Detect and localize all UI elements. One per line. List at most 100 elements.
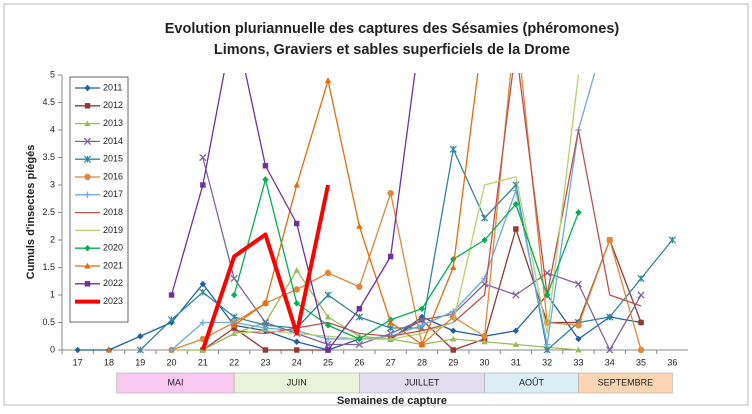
marker — [418, 322, 426, 329]
y-axis-label: Cumuls d'insectes piégés — [25, 145, 37, 280]
marker — [637, 346, 645, 353]
marker — [293, 286, 300, 293]
marker — [450, 327, 457, 334]
x-tick-label: 28 — [417, 357, 427, 367]
marker — [387, 190, 394, 197]
x-tick-label: 33 — [573, 357, 583, 367]
marker — [543, 291, 551, 299]
y-tick-label: 4 — [50, 124, 55, 134]
marker — [230, 274, 238, 283]
marker — [324, 291, 332, 299]
y-tick-label: 3.5 — [42, 152, 55, 162]
legend-label: 2013 — [103, 118, 123, 128]
y-tick-label: 0 — [50, 344, 55, 354]
marker — [606, 346, 614, 353]
x-tick-label: 25 — [323, 357, 333, 367]
marker — [543, 341, 551, 348]
marker — [199, 288, 207, 296]
plot-area — [74, 73, 676, 353]
marker — [262, 163, 269, 169]
marker — [356, 335, 363, 343]
marker — [293, 338, 300, 345]
marker — [105, 346, 113, 353]
marker — [199, 319, 207, 326]
legend-label: 2016 — [103, 171, 123, 181]
marker — [575, 346, 582, 353]
marker — [84, 191, 91, 198]
marker — [606, 313, 614, 321]
x-tick-label: 30 — [480, 357, 490, 367]
marker — [575, 209, 582, 216]
chart-title: Evolution pluriannuelle des captures des… — [165, 21, 620, 37]
marker — [293, 181, 300, 188]
marker — [74, 346, 81, 353]
x-tick-label: 27 — [386, 357, 396, 367]
marker — [230, 313, 238, 321]
marker — [168, 346, 175, 353]
marker — [84, 262, 91, 269]
marker — [387, 253, 394, 260]
marker — [84, 120, 91, 127]
marker — [574, 280, 583, 288]
marker — [84, 84, 91, 92]
marker — [637, 274, 645, 283]
y-tick-label: 2.5 — [42, 207, 55, 217]
marker — [168, 292, 175, 298]
y-tick-label: 4.5 — [42, 97, 55, 107]
period-band — [578, 372, 673, 394]
marker — [262, 300, 269, 306]
period-label: SEPTEMBRE — [598, 377, 654, 387]
legend-label: 2021 — [103, 260, 123, 270]
x-tick-label: 23 — [260, 357, 270, 367]
x-tick-label: 26 — [354, 357, 364, 367]
legend-label: 2018 — [103, 207, 123, 217]
legend-label: 2011 — [103, 82, 122, 92]
marker — [575, 322, 582, 329]
x-tick-label: 35 — [636, 357, 646, 367]
marker — [84, 281, 91, 287]
series-line — [234, 73, 642, 337]
marker — [418, 341, 426, 348]
legend-label: 2015 — [103, 154, 123, 164]
marker — [324, 77, 332, 84]
marker — [324, 322, 332, 329]
marker — [294, 347, 300, 353]
period-label: MAI — [167, 377, 183, 387]
marker — [668, 236, 676, 244]
marker — [200, 182, 206, 188]
marker — [324, 269, 332, 277]
marker — [387, 319, 394, 326]
marker — [293, 300, 300, 307]
marker — [355, 313, 363, 321]
marker — [84, 173, 91, 181]
legend-label: 2023 — [103, 296, 123, 306]
x-tick-label: 20 — [167, 357, 177, 367]
x-tick-label: 18 — [104, 357, 114, 367]
legend-label: 2014 — [103, 136, 123, 146]
marker — [575, 335, 582, 343]
marker — [450, 264, 457, 271]
marker — [450, 347, 456, 353]
marker — [513, 226, 519, 232]
period-label: JUILLET — [404, 377, 440, 387]
marker — [356, 306, 363, 312]
marker — [606, 236, 613, 244]
marker — [512, 291, 520, 299]
period-label: AOÛT — [519, 377, 545, 387]
legend-label: 2012 — [103, 100, 123, 110]
marker — [293, 267, 300, 273]
marker — [481, 333, 488, 340]
y-tick-label: 1 — [50, 289, 55, 299]
legend-label: 2017 — [103, 189, 123, 199]
y-tick-label: 3 — [50, 179, 55, 189]
legend-label: 2020 — [103, 243, 123, 253]
marker — [356, 283, 363, 290]
marker — [325, 347, 331, 353]
x-tick-label: 24 — [292, 357, 302, 367]
marker — [543, 346, 551, 353]
marker — [481, 236, 488, 244]
marker — [262, 176, 269, 183]
marker — [637, 291, 645, 299]
marker — [356, 223, 363, 229]
